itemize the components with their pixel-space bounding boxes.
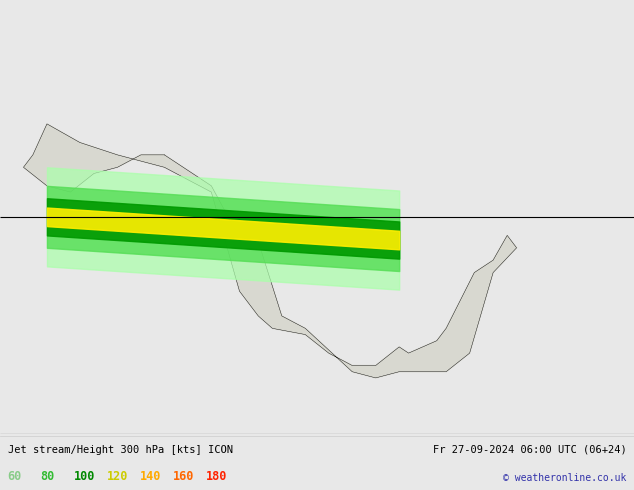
Text: Jet stream/Height 300 hPa [kts] ICON: Jet stream/Height 300 hPa [kts] ICON	[8, 445, 233, 455]
Polygon shape	[23, 124, 517, 378]
Text: 180: 180	[205, 470, 227, 483]
Text: 160: 160	[172, 470, 194, 483]
Text: © weatheronline.co.uk: © weatheronline.co.uk	[503, 473, 626, 483]
Text: 100: 100	[74, 470, 95, 483]
Text: 140: 140	[139, 470, 161, 483]
Text: 120: 120	[107, 470, 128, 483]
Text: 60: 60	[8, 470, 22, 483]
Text: Fr 27-09-2024 06:00 UTC (06+24): Fr 27-09-2024 06:00 UTC (06+24)	[432, 445, 626, 455]
Text: 80: 80	[41, 470, 55, 483]
